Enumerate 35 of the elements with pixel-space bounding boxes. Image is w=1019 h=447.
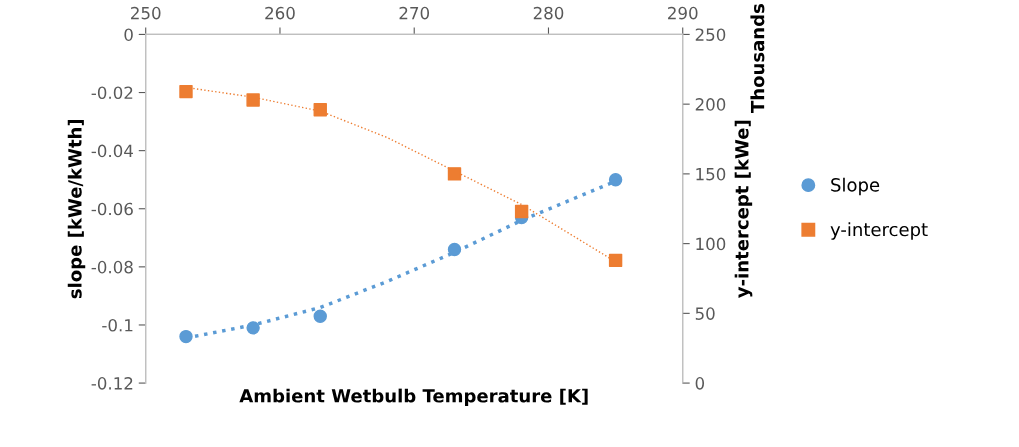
point xyxy=(447,167,462,181)
point xyxy=(246,321,260,335)
legend-label: y-intercept xyxy=(830,222,928,240)
x-tick-label: 270 xyxy=(399,6,430,20)
point xyxy=(608,172,623,187)
y2-axis-title: y-intercept [kWe] xyxy=(734,120,753,298)
x-tick-label: 280 xyxy=(533,6,564,20)
y-tick-label: 0 xyxy=(124,28,133,41)
point xyxy=(313,103,327,117)
y2-tick-label: 250 xyxy=(695,28,726,41)
y2-tick-label: 150 xyxy=(696,167,726,181)
point xyxy=(246,93,260,107)
x-tick-label: 290 xyxy=(668,6,698,20)
point xyxy=(179,84,193,99)
point xyxy=(447,242,462,257)
y-axis-title: slope [kWe/kWth] xyxy=(67,119,86,299)
x-tick-label: 250 xyxy=(131,6,161,20)
point xyxy=(608,253,623,268)
y2-tick-label: 0 xyxy=(695,377,705,390)
y-tick-label: -0.06 xyxy=(91,202,133,216)
y2-tick-label: 50 xyxy=(695,307,715,320)
legend-label: Slope xyxy=(831,177,880,196)
point xyxy=(514,204,529,219)
x-tick-label: 260 xyxy=(265,6,295,20)
y2-tick-label: 200 xyxy=(695,98,726,111)
x-axis-title: Ambient Wetbulb Temperature [K] xyxy=(239,388,588,407)
y2-tick-label: 100 xyxy=(696,237,726,251)
y-tick-label: -0.12 xyxy=(91,377,133,390)
point xyxy=(313,309,327,323)
y-tick-label: -0.1 xyxy=(102,318,133,332)
text: Thousands xyxy=(750,4,765,113)
y-tick-label: -0.08 xyxy=(91,260,133,274)
y-tick-label: -0.04 xyxy=(91,144,133,158)
y-tick-label: -0.02 xyxy=(91,86,133,100)
point xyxy=(179,329,193,344)
